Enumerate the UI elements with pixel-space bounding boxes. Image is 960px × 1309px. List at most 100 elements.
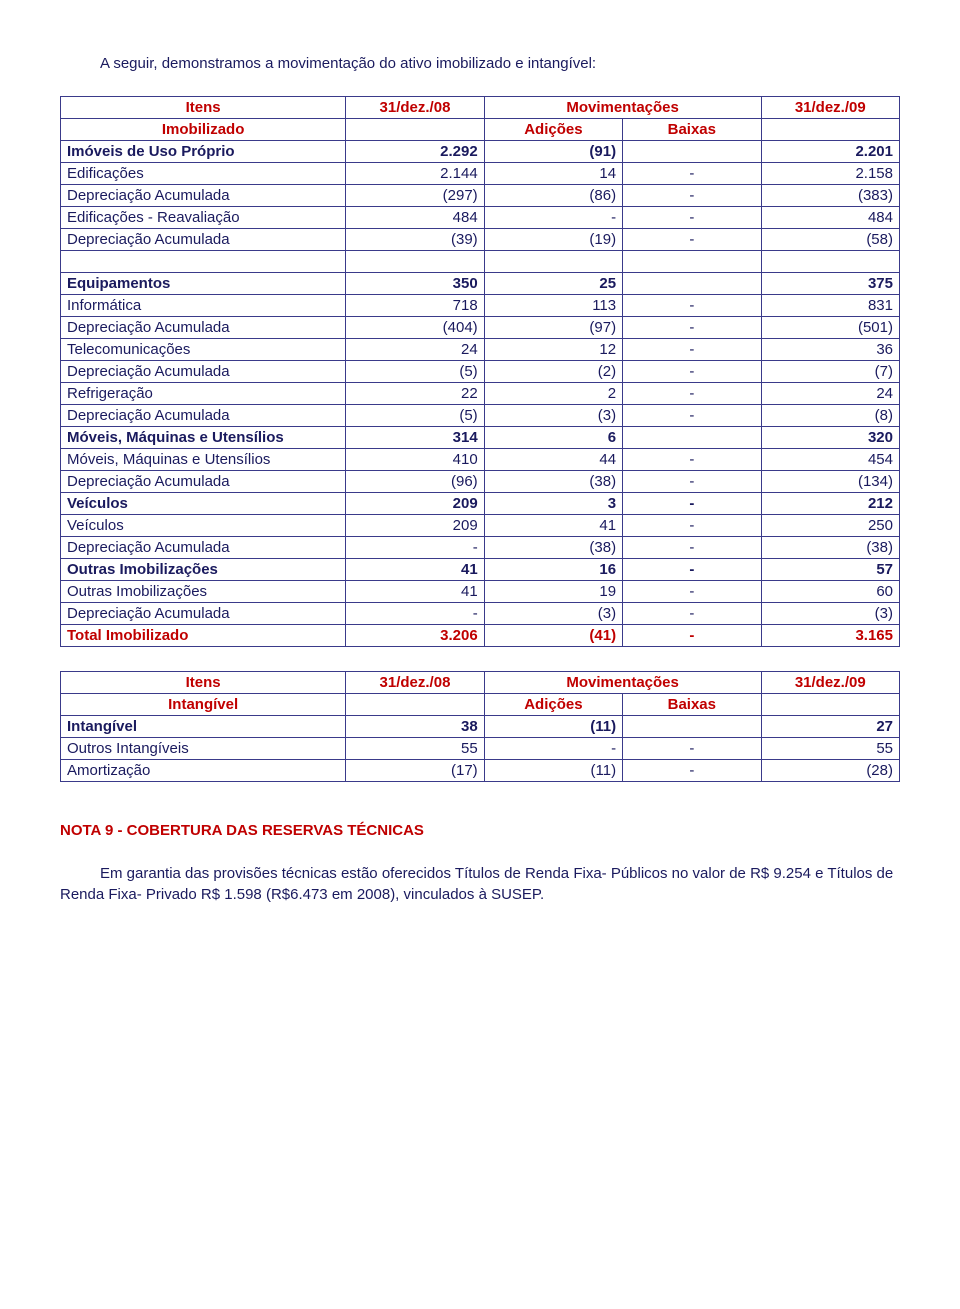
th2-itens: Itens <box>61 672 346 694</box>
cell: 320 <box>761 427 899 449</box>
cell: Edificações <box>61 163 346 185</box>
cell: 454 <box>761 449 899 471</box>
th2-09: 31/dez./09 <box>761 672 899 694</box>
cell: Depreciação Acumulada <box>61 471 346 493</box>
cell: (39) <box>346 229 484 251</box>
cell: 19 <box>484 581 622 603</box>
cell: 60 <box>761 581 899 603</box>
cell: Depreciação Acumulada <box>61 603 346 625</box>
table-row: Refrigeração222-24 <box>61 383 900 405</box>
cell: Intangível <box>61 716 346 738</box>
table-intangivel: Itens 31/dez./08 Movimentações 31/dez./0… <box>60 671 900 782</box>
cell: (38) <box>761 537 899 559</box>
cell: 484 <box>346 207 484 229</box>
cell: - <box>623 295 761 317</box>
cell: (38) <box>484 471 622 493</box>
cell: - <box>623 339 761 361</box>
cell: (41) <box>484 625 622 647</box>
cell <box>623 251 761 273</box>
cell: - <box>623 185 761 207</box>
cell: 3.165 <box>761 625 899 647</box>
cell: Depreciação Acumulada <box>61 317 346 339</box>
cell: - <box>623 581 761 603</box>
cell: 38 <box>346 716 484 738</box>
cell: Outros Intangíveis <box>61 738 346 760</box>
cell: - <box>623 493 761 515</box>
cell: (11) <box>484 760 622 782</box>
cell: Edificações - Reavaliação <box>61 207 346 229</box>
cell: Móveis, Máquinas e Utensílios <box>61 449 346 471</box>
cell: 41 <box>484 515 622 537</box>
table-row: Edificações - Reavaliação484--484 <box>61 207 900 229</box>
cell: - <box>623 760 761 782</box>
cell: (86) <box>484 185 622 207</box>
cell: 3.206 <box>346 625 484 647</box>
cell: (3) <box>761 603 899 625</box>
cell: - <box>623 207 761 229</box>
cell <box>623 273 761 295</box>
cell: Veículos <box>61 493 346 515</box>
cell: - <box>623 229 761 251</box>
cell: - <box>623 361 761 383</box>
cell: - <box>623 537 761 559</box>
cell: - <box>623 317 761 339</box>
cell: Total Imobilizado <box>61 625 346 647</box>
cell: - <box>623 163 761 185</box>
cell: 2.144 <box>346 163 484 185</box>
cell: - <box>623 405 761 427</box>
table-row: Total Imobilizado3.206(41)-3.165 <box>61 625 900 647</box>
table-row: Depreciação Acumulada(5)(2)-(7) <box>61 361 900 383</box>
cell <box>623 716 761 738</box>
table-row: Depreciação Acumulada-(38)-(38) <box>61 537 900 559</box>
cell: - <box>346 537 484 559</box>
cell: (5) <box>346 361 484 383</box>
cell: (3) <box>484 405 622 427</box>
table-row: Outras Imobilizações4116-57 <box>61 559 900 581</box>
cell: - <box>346 603 484 625</box>
cell: Equipamentos <box>61 273 346 295</box>
cell: (38) <box>484 537 622 559</box>
cell: 2.292 <box>346 141 484 163</box>
cell: - <box>484 207 622 229</box>
cell: 212 <box>761 493 899 515</box>
th-08: 31/dez./08 <box>346 97 484 119</box>
table-row: Outras Imobilizações4119-60 <box>61 581 900 603</box>
table-row: Depreciação Acumulada(297)(86)-(383) <box>61 185 900 207</box>
cell: Depreciação Acumulada <box>61 537 346 559</box>
table-row: Depreciação Acumulada-(3)-(3) <box>61 603 900 625</box>
cell: 209 <box>346 493 484 515</box>
cell: Depreciação Acumulada <box>61 361 346 383</box>
th2-08: 31/dez./08 <box>346 672 484 694</box>
cell: 27 <box>761 716 899 738</box>
cell: (8) <box>761 405 899 427</box>
cell: 375 <box>761 273 899 295</box>
cell: (5) <box>346 405 484 427</box>
cell: 410 <box>346 449 484 471</box>
cell: - <box>623 449 761 471</box>
table-row: Imóveis de Uso Próprio2.292(91) 2.201 <box>61 141 900 163</box>
cell: (501) <box>761 317 899 339</box>
cell <box>484 251 622 273</box>
cell: 55 <box>761 738 899 760</box>
cell: (11) <box>484 716 622 738</box>
cell: Depreciação Acumulada <box>61 405 346 427</box>
th-blank <box>346 119 484 141</box>
th-sub: Imobilizado <box>61 119 346 141</box>
cell: 24 <box>346 339 484 361</box>
cell: (134) <box>761 471 899 493</box>
table-row: Telecomunicações2412-36 <box>61 339 900 361</box>
cell: - <box>623 625 761 647</box>
cell: (97) <box>484 317 622 339</box>
cell: 12 <box>484 339 622 361</box>
cell: 209 <box>346 515 484 537</box>
cell: 16 <box>484 559 622 581</box>
th-itens: Itens <box>61 97 346 119</box>
cell: Outras Imobilizações <box>61 581 346 603</box>
table-row: Outros Intangíveis55--55 <box>61 738 900 760</box>
table-row: Móveis, Máquinas e Utensílios41044-454 <box>61 449 900 471</box>
cell: (404) <box>346 317 484 339</box>
table-row: Depreciação Acumulada(39)(19)-(58) <box>61 229 900 251</box>
table-row: Amortização(17)(11)-(28) <box>61 760 900 782</box>
cell: (28) <box>761 760 899 782</box>
cell: (3) <box>484 603 622 625</box>
